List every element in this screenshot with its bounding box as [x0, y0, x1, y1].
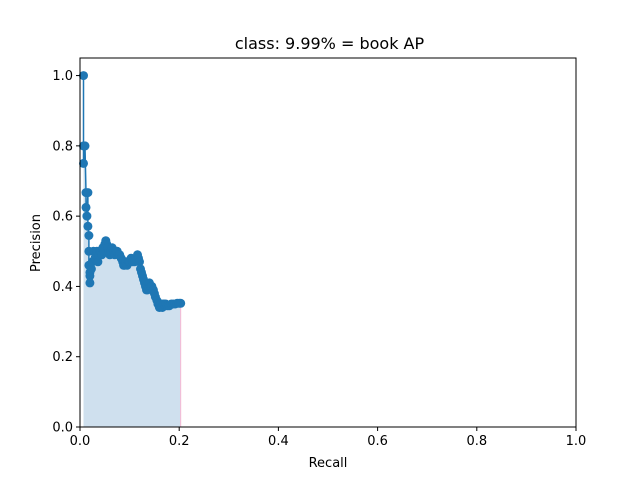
x-tick-label-1: 0.2: [169, 434, 190, 449]
data-point-56: [135, 257, 144, 267]
x-tick-label-0: 0.0: [70, 434, 91, 449]
y-tick-label-0: 0.0: [52, 421, 73, 436]
data-point-3: [80, 141, 90, 151]
data-point-7: [83, 188, 93, 198]
plot-area: [79, 71, 186, 427]
data-point-14: [85, 278, 95, 288]
x-tick-label-5: 1.0: [566, 434, 587, 449]
x-tick-label-4: 0.8: [466, 434, 487, 449]
x-axis-label: Recall: [309, 456, 348, 471]
chart-title: class: 9.99% = book AP: [235, 34, 425, 53]
precision-fill-area: [83, 75, 181, 427]
y-tick-label-2: 0.4: [52, 280, 73, 295]
y-axis: 0.0 0.2 0.4 0.6 0.8 1.0: [52, 69, 80, 436]
data-point-8: [83, 221, 93, 231]
y-tick-label-3: 0.6: [52, 210, 73, 225]
y-tick-label-1: 0.2: [52, 350, 73, 365]
data-point-13: [85, 271, 95, 281]
data-point-6: [82, 211, 92, 221]
data-point-88: [176, 298, 186, 308]
data-point-15: [86, 264, 96, 274]
y-axis-label: Precision: [29, 214, 44, 272]
x-tick-label-3: 0.6: [367, 434, 388, 449]
x-axis: 0.0 0.2 0.4 0.6 0.8 1.0: [70, 427, 587, 449]
y-tick-label-4: 0.8: [52, 139, 73, 154]
data-point-21: [93, 257, 103, 267]
data-point-5: [81, 202, 91, 212]
data-point-0: [79, 71, 88, 81]
plot-frame: [79, 57, 577, 428]
y-tick-label-5: 1.0: [52, 69, 73, 84]
data-point-2: [79, 158, 88, 168]
data-markers: [79, 71, 186, 312]
data-point-9: [84, 231, 94, 240]
x-tick-label-2: 0.4: [268, 434, 289, 449]
